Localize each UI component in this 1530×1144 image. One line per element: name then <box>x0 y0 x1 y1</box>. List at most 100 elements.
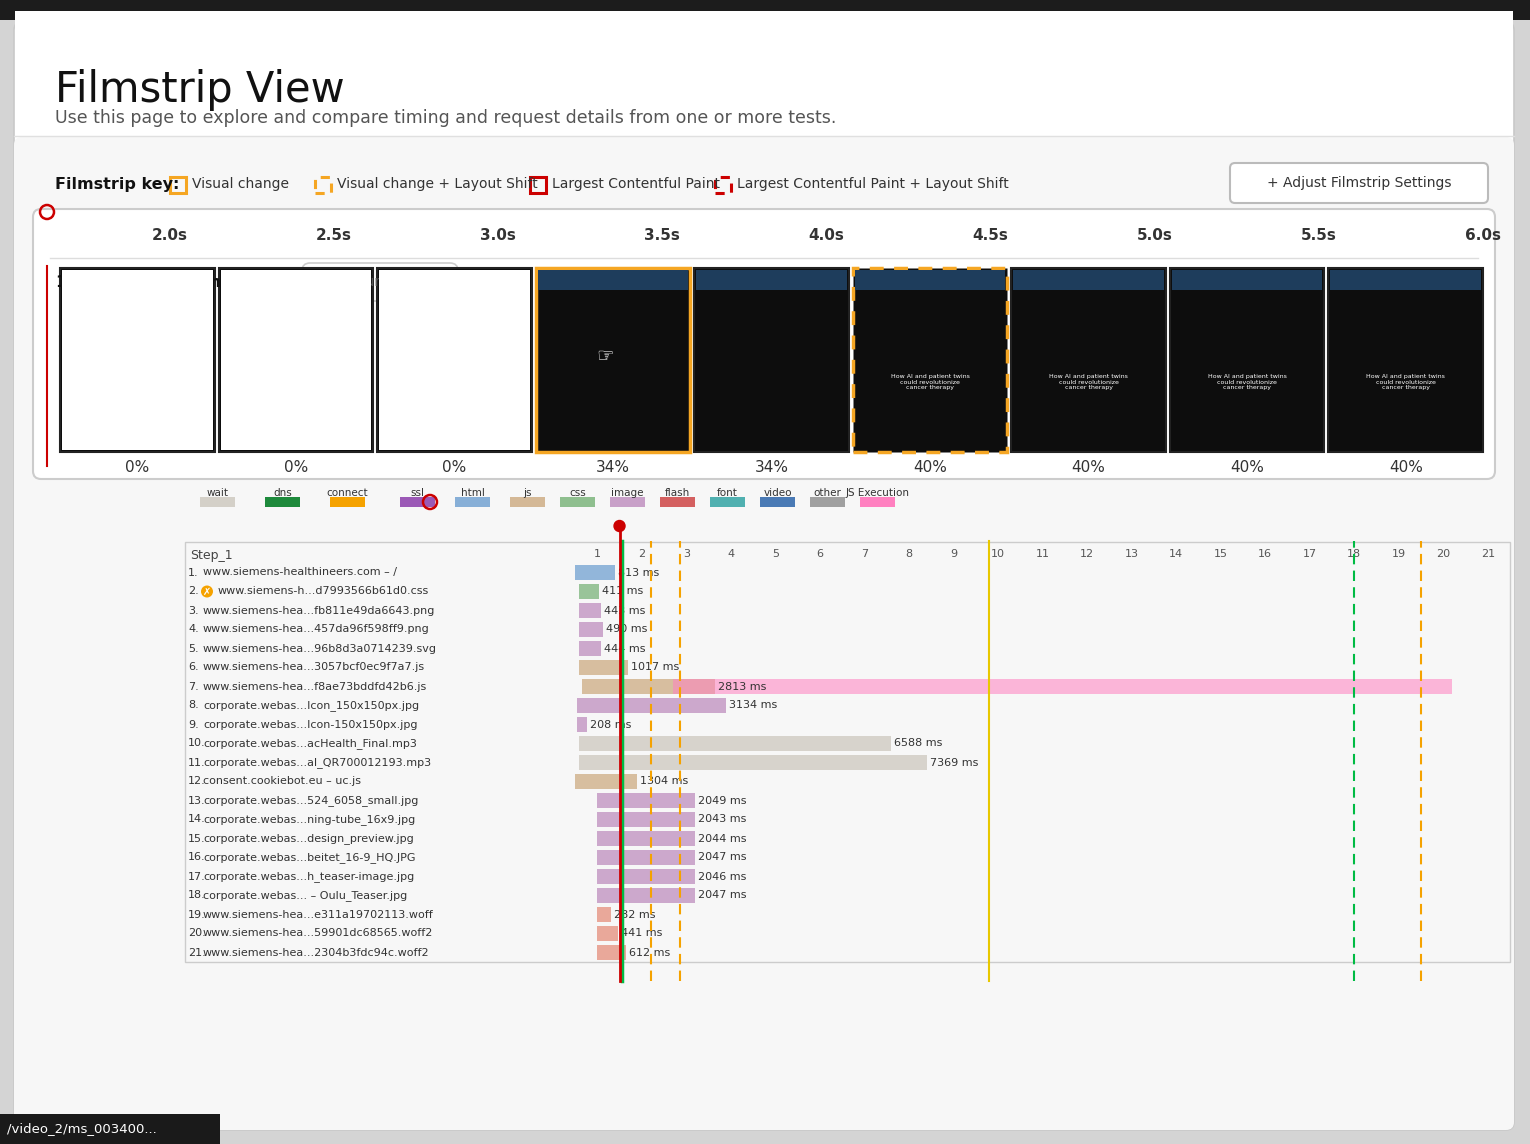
Text: www.siemens-h...d7993566b61d0.css: www.siemens-h...d7993566b61d0.css <box>217 587 430 596</box>
Bar <box>575 565 615 580</box>
Bar <box>659 496 695 507</box>
Bar <box>509 496 545 507</box>
Bar <box>185 658 1510 677</box>
Text: 11.: 11. <box>188 757 205 768</box>
Bar <box>185 563 1510 582</box>
Bar <box>610 496 646 507</box>
Bar <box>185 734 1510 753</box>
Bar <box>1013 270 1164 289</box>
Text: 4.5s: 4.5s <box>973 229 1008 244</box>
Text: + Adjust Filmstrip Settings: + Adjust Filmstrip Settings <box>1267 176 1452 190</box>
Text: 18.: 18. <box>188 890 205 900</box>
Text: consent.cookiebot.eu – uc.js: consent.cookiebot.eu – uc.js <box>203 777 361 787</box>
Text: corporate.webas...design_preview.jpg: corporate.webas...design_preview.jpg <box>203 833 413 844</box>
Bar <box>399 496 435 507</box>
Text: connect: connect <box>327 488 369 498</box>
Bar <box>852 268 1007 452</box>
FancyBboxPatch shape <box>14 137 1515 1130</box>
Text: 4.0s: 4.0s <box>808 229 845 244</box>
Text: corporate.webas...h_teaser-image.jpg: corporate.webas...h_teaser-image.jpg <box>203 871 415 882</box>
Text: 19.: 19. <box>188 909 205 920</box>
Text: 9.: 9. <box>188 720 199 730</box>
Text: html: html <box>461 488 485 498</box>
Bar <box>1170 268 1325 452</box>
Text: image: image <box>612 488 644 498</box>
Bar <box>860 496 895 507</box>
Bar <box>715 177 731 193</box>
Bar <box>220 289 372 450</box>
Bar <box>330 496 366 507</box>
Circle shape <box>200 586 213 597</box>
Text: 2046 ms: 2046 ms <box>698 872 747 882</box>
Text: 6.0s: 6.0s <box>1466 229 1501 244</box>
Bar <box>1328 268 1483 452</box>
Circle shape <box>614 521 626 532</box>
Text: How AI and patient twins
could revolutionize
cancer therapy: How AI and patient twins could revolutio… <box>890 374 970 390</box>
Bar <box>696 270 846 289</box>
Text: 2.0s: 2.0s <box>151 229 188 244</box>
Text: 16.: 16. <box>188 852 205 863</box>
Text: 2.5s: 2.5s <box>317 229 352 244</box>
Text: 1: www.siemens-healthineers.com/: 1: www.siemens-healthineers.com/ <box>57 275 373 289</box>
Bar <box>597 907 610 922</box>
Text: corporate.webas... – Oulu_Teaser.jpg: corporate.webas... – Oulu_Teaser.jpg <box>203 890 407 901</box>
Text: 2: 2 <box>638 549 646 559</box>
Bar <box>185 696 1510 715</box>
Text: 2044 ms: 2044 ms <box>698 834 747 843</box>
Bar <box>597 793 695 808</box>
Text: 20: 20 <box>1437 549 1450 559</box>
Bar <box>15 11 1513 136</box>
Text: 12.: 12. <box>188 777 205 787</box>
Text: Filmstrip key:: Filmstrip key: <box>55 176 179 191</box>
Text: 12: 12 <box>1080 549 1094 559</box>
Text: Test Run Details: Test Run Details <box>324 275 436 289</box>
Text: 443 ms: 443 ms <box>604 605 646 615</box>
Bar <box>379 289 529 450</box>
Text: 441 ms: 441 ms <box>621 929 662 938</box>
Text: 40%: 40% <box>913 460 947 475</box>
Text: ✗: ✗ <box>203 587 211 596</box>
Bar <box>597 850 695 865</box>
Bar <box>219 268 373 452</box>
FancyBboxPatch shape <box>301 263 457 301</box>
Text: corporate.webas...ning-tube_16x9.jpg: corporate.webas...ning-tube_16x9.jpg <box>203 815 415 825</box>
FancyBboxPatch shape <box>34 209 1495 479</box>
Bar <box>855 270 1005 289</box>
Text: 13: 13 <box>1125 549 1138 559</box>
Text: 612 ms: 612 ms <box>629 947 670 958</box>
Bar <box>220 270 372 289</box>
Bar <box>265 496 300 507</box>
Text: corporate.webas...Icon_150x150px.jpg: corporate.webas...Icon_150x150px.jpg <box>203 700 419 710</box>
Text: 21.: 21. <box>188 947 205 958</box>
Bar <box>1172 270 1322 289</box>
Text: 5: 5 <box>771 549 779 559</box>
Text: 17: 17 <box>1302 549 1317 559</box>
Bar <box>185 542 1510 962</box>
Text: video: video <box>763 488 791 498</box>
Text: corporate.webas...Icon-150x150px.jpg: corporate.webas...Icon-150x150px.jpg <box>203 720 418 730</box>
Text: 18: 18 <box>1346 549 1362 559</box>
Text: 3134 ms: 3134 ms <box>730 700 777 710</box>
Bar <box>673 680 1452 694</box>
Bar <box>185 582 1510 601</box>
Bar <box>185 601 1510 620</box>
Text: 40%: 40% <box>1071 460 1106 475</box>
Bar <box>760 496 796 507</box>
Bar <box>185 924 1510 943</box>
Bar <box>379 270 529 289</box>
Text: www.siemens-hea...457da96f598ff9.png: www.siemens-hea...457da96f598ff9.png <box>203 625 430 635</box>
Text: corporate.webas...al_QR700012193.mp3: corporate.webas...al_QR700012193.mp3 <box>203 757 431 768</box>
Text: 208 ms: 208 ms <box>591 720 632 730</box>
Text: 2047 ms: 2047 ms <box>698 852 747 863</box>
Bar <box>575 774 638 789</box>
Bar <box>60 268 214 452</box>
Text: 10.: 10. <box>188 739 205 748</box>
Bar <box>185 848 1510 867</box>
Text: Visual change + Layout Shift: Visual change + Layout Shift <box>337 177 537 191</box>
Bar <box>597 831 695 847</box>
Text: 411 ms: 411 ms <box>603 587 644 596</box>
Text: 34%: 34% <box>597 460 630 475</box>
Text: www.siemens-healthineers.com – /: www.siemens-healthineers.com – / <box>203 567 396 578</box>
Text: corporate.webas...524_6058_small.jpg: corporate.webas...524_6058_small.jpg <box>203 795 418 807</box>
Text: How AI and patient twins
could revolutionize
cancer therapy: How AI and patient twins could revolutio… <box>1366 374 1446 390</box>
